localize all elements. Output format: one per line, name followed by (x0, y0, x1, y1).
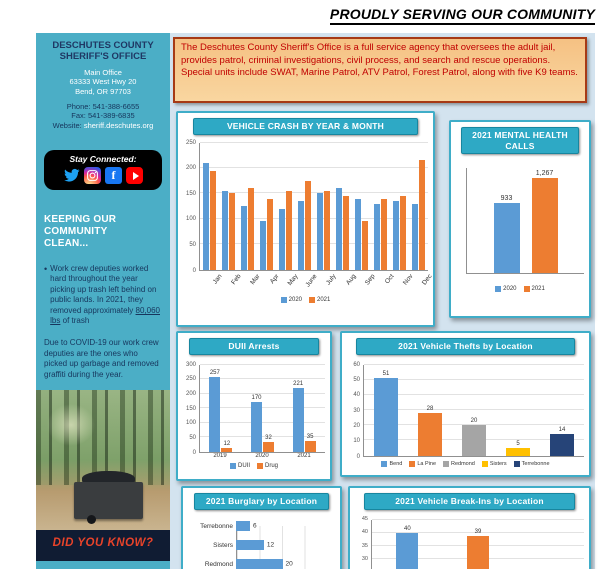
duii-arrests-chart: 0 50 100 150 200 250 300 257 12 170 32 221 35 2019 202… (183, 362, 325, 469)
vehicle-thefts-panel: 2021 Vehicle Thefts by Location 0 10 20 30 4… (340, 331, 591, 477)
stay-connected-label: Stay Connected: (69, 154, 137, 165)
page-tagline: PROUDLY SERVING OUR COMMUNITY (329, 6, 595, 25)
office-address: Main Office 63333 West Hwy 20 Bend, OR 9… (44, 68, 162, 96)
burglary-chart: Terrebonne 6 Sisters 12 Redmond 20 (188, 512, 335, 569)
chart-title-mental-health: 2021 MENTAL HEALTH CALLS (461, 127, 579, 155)
mental-health-panel: 2021 MENTAL HEALTH CALLS 933 1,267 2020 202… (449, 120, 591, 318)
trash-weight: 80,060 lbs (50, 305, 160, 326)
phone-line: Phone: 541-388-6655 (66, 101, 140, 111)
office-line: 63333 West Hwy 20 (69, 77, 137, 87)
office-line: Main Office (84, 67, 122, 77)
chart-title-vehicle-breakins: 2021 Vehicle Break-Ins by Location (364, 493, 575, 510)
covid-note: Due to COVID-19 our work crew deputies a… (44, 338, 159, 379)
contact-info: Phone: 541-388-6655 Fax: 541-389-6835 We… (44, 102, 162, 130)
chart-title-burglary: 2021 Burglary by Location (193, 493, 330, 510)
vehicle-crash-panel: VEHICLE CRASH BY YEAR & MONTH 0 50 100 150 2… (176, 111, 435, 327)
vehicle-breakins-chart: 051015202530354045403917 (355, 516, 584, 569)
youtube-icon[interactable] (126, 167, 143, 185)
office-line: Bend, OR 97703 (75, 86, 131, 96)
vehicle-thefts-chart: 0 10 20 30 40 50 60 51 28 20 5 14 Bend La Pine Redmond… (347, 362, 584, 467)
website-label: Website: (52, 120, 82, 130)
vehicle-crash-chart: 0 50 100 150 200 250 Jan Feb Mar Apr May June July Au… (185, 139, 434, 303)
play-icon (132, 171, 139, 180)
keeping-clean-heading: KEEPING OUR COMMUNITY CLEAN... (44, 214, 117, 250)
burglary-panel: 2021 Burglary by Location Terrebonne 6 Sis… (181, 486, 342, 569)
trailer-wheel (86, 515, 96, 525)
instagram-icon[interactable] (84, 167, 101, 185)
chart-title-vehicle-crash: VEHICLE CRASH BY YEAR & MONTH (192, 118, 419, 135)
bullet-marker: • (44, 264, 48, 275)
chart-title-vehicle-thefts: 2021 Vehicle Thefts by Location (356, 338, 575, 355)
duii-arrests-panel: DUII Arrests 0 50 100 150 200 250 300 257 12 170 3… (176, 331, 332, 481)
mental-health-chart: 933 1,267 2020 2021 (456, 168, 584, 293)
fax-line: Fax: 541-389-6835 (71, 111, 135, 121)
vehicle-breakins-panel: 2021 Vehicle Break-Ins by Location 05101… (348, 486, 591, 569)
intro-banner: The Deschutes County Sheriff's Office is… (173, 37, 587, 103)
stay-connected-box: Stay Connected: f (44, 150, 162, 191)
work-crew-photo (36, 390, 170, 530)
twitter-icon[interactable] (63, 167, 80, 184)
website-link[interactable]: sheriff.deschutes.org (83, 120, 154, 130)
website-line: Website: sheriff.deschutes.org (44, 121, 162, 130)
sunlight-patch (46, 404, 95, 446)
trash-trailer (73, 482, 144, 519)
social-icons: f (49, 167, 157, 185)
chart-title-duii: DUII Arrests (188, 338, 320, 355)
org-name: DESCHUTES COUNTY SHERIFF'S OFFICE (52, 40, 154, 62)
did-you-know-heading: DID YOU KNOW? (36, 530, 170, 561)
work-crew-bullet: • Work crew deputies worked hard through… (44, 264, 162, 326)
work-crew-text: Work crew deputies worked hard throughou… (50, 264, 160, 326)
sidebar: DESCHUTES COUNTY SHERIFF'S OFFICE Main O… (36, 33, 170, 569)
facebook-icon[interactable]: f (105, 167, 122, 185)
